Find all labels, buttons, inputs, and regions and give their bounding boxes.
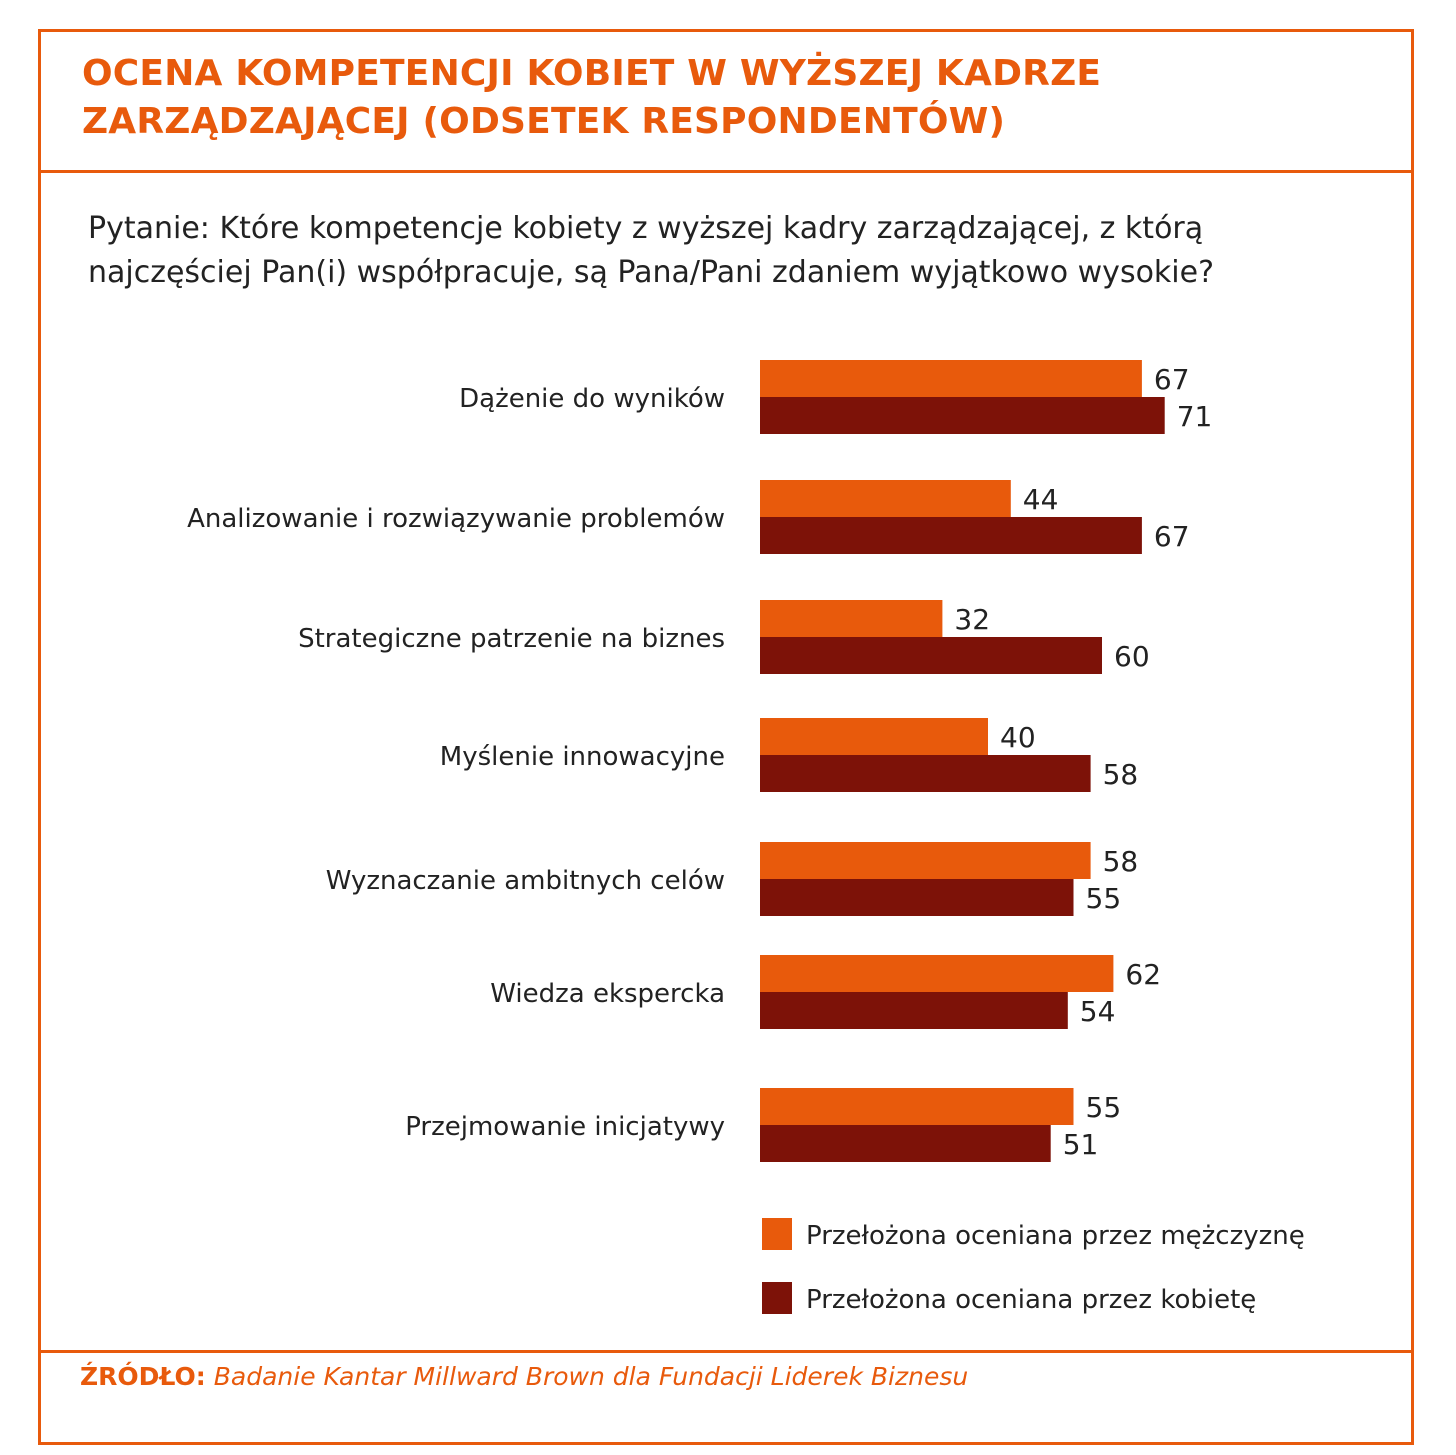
data-label: 62 [1125, 958, 1161, 991]
bar-men [760, 955, 1114, 992]
bar-men [760, 1088, 1074, 1125]
source-key: ŹRÓDŁO: [80, 1362, 206, 1391]
bar-women [760, 397, 1165, 434]
chart-title: OCENA KOMPETENCJI KOBIET W WYŻSZEJ KADRZ… [82, 53, 1102, 142]
bar-men [760, 718, 988, 755]
category-label: Wiedza ekspercka [490, 979, 725, 1009]
legend-label: Przełożona oceniana przez kobietę [806, 1285, 1256, 1315]
legend-swatch [762, 1218, 792, 1250]
data-label: 67 [1154, 520, 1190, 553]
legend: Przełożona oceniana przez mężczyznę Przeł… [762, 1218, 1305, 1315]
title-divider [41, 170, 1411, 173]
category-label: Przejmowanie inicjatywy [405, 1112, 725, 1142]
bar-women [760, 1125, 1051, 1162]
bar-women [760, 879, 1074, 916]
source-note: ŹRÓDŁO: Badanie Kantar Millward Brown dl… [80, 1357, 1380, 1397]
bar-men [760, 600, 943, 637]
bar-women [760, 992, 1068, 1029]
chart-frame [38, 29, 1414, 1445]
data-label: 32 [954, 603, 990, 636]
survey-question: Pytanie: Które kompetencje kobiety z wyż… [88, 211, 1215, 290]
bars-layer: Dążenie do wyników 67 71 Analizowanie i roz… [187, 360, 1212, 1162]
data-label: 58 [1103, 845, 1139, 878]
bar-chart: Dążenie do wyników 67 71 Analizowanie i roz… [187, 360, 1305, 1315]
data-label: 55 [1086, 1091, 1122, 1124]
data-label: 71 [1177, 400, 1213, 433]
data-label: 67 [1154, 363, 1190, 396]
data-label: 54 [1080, 995, 1116, 1028]
legend-swatch [762, 1282, 792, 1314]
source-divider [41, 1350, 1411, 1353]
data-label: 40 [1000, 721, 1036, 754]
data-label: 58 [1103, 758, 1139, 791]
category-label: Wyznaczanie ambitnych celów [326, 866, 725, 896]
data-label: 51 [1063, 1128, 1099, 1161]
data-label: 55 [1086, 882, 1122, 915]
data-label: 44 [1023, 483, 1059, 516]
bar-men [760, 480, 1011, 517]
legend-label: Przełożona oceniana przez mężczyznę [806, 1221, 1305, 1251]
category-label: Analizowanie i rozwiązywanie problemów [187, 504, 725, 534]
bar-men [760, 842, 1091, 879]
bar-men [760, 360, 1142, 397]
category-label: Strategiczne patrzenie na biznes [298, 624, 725, 654]
bar-women [760, 637, 1102, 674]
category-label: Dążenie do wyników [459, 384, 725, 414]
bar-women [760, 755, 1091, 792]
category-label: Myślenie innowacyjne [440, 742, 725, 772]
bar-women [760, 517, 1142, 554]
data-label: 60 [1114, 640, 1150, 673]
source-text: Badanie Kantar Millward Brown dla Fundac… [213, 1362, 969, 1391]
